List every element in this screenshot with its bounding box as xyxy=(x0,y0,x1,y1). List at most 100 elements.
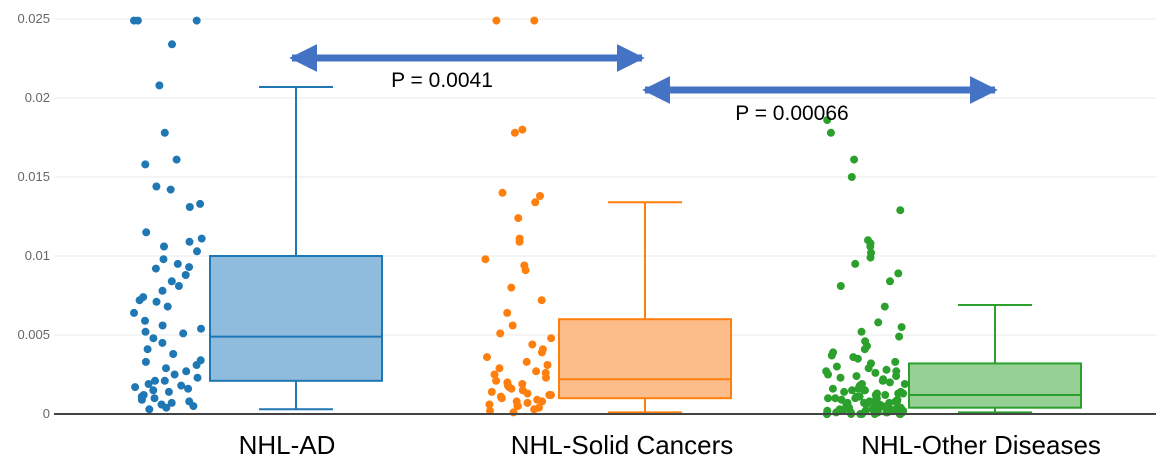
data-point xyxy=(523,389,532,398)
data-point xyxy=(891,397,900,406)
data-point xyxy=(495,364,504,373)
data-point xyxy=(137,395,146,404)
data-point xyxy=(142,228,151,237)
data-point xyxy=(538,397,547,406)
p-value-label: P = 0.0041 xyxy=(391,69,493,92)
box-2 xyxy=(558,201,732,414)
data-point xyxy=(523,398,532,407)
data-point xyxy=(828,384,837,393)
data-point xyxy=(158,286,167,295)
data-point xyxy=(168,40,176,49)
data-point xyxy=(842,400,851,409)
data-point xyxy=(197,234,206,243)
data-point xyxy=(521,266,530,275)
data-point xyxy=(181,271,190,279)
data-point xyxy=(143,345,152,354)
data-point xyxy=(158,338,167,347)
data-point xyxy=(144,380,153,388)
data-point xyxy=(498,188,507,197)
data-point xyxy=(547,334,556,343)
data-point xyxy=(541,368,550,377)
data-point xyxy=(141,327,150,336)
data-point xyxy=(192,16,201,25)
data-point xyxy=(851,259,860,268)
data-point xyxy=(151,264,160,273)
data-point xyxy=(860,386,869,395)
iqr-box xyxy=(908,362,1082,409)
data-point xyxy=(881,391,890,399)
data-point xyxy=(135,296,144,305)
y-tick-label: 0.015 xyxy=(17,169,50,184)
data-point xyxy=(547,391,555,399)
data-point xyxy=(864,364,873,373)
data-point xyxy=(530,16,539,25)
iqr-box xyxy=(209,255,383,382)
data-point xyxy=(895,332,904,341)
data-point xyxy=(185,203,194,211)
y-tick-label: 0.01 xyxy=(25,248,50,263)
data-point xyxy=(162,403,171,412)
y-tick-label: 0.025 xyxy=(17,11,50,26)
data-point xyxy=(892,367,901,376)
data-point xyxy=(894,389,903,398)
data-point xyxy=(513,402,522,411)
data-point xyxy=(162,364,170,373)
data-point xyxy=(490,370,499,379)
data-point xyxy=(193,373,202,382)
data-point xyxy=(485,400,494,409)
data-point xyxy=(158,321,167,330)
data-point xyxy=(880,302,889,311)
data-point xyxy=(537,296,546,305)
data-point xyxy=(836,373,845,382)
data-point xyxy=(164,387,173,396)
data-point xyxy=(503,308,512,317)
significance-annotations: P = 0.0041 P = 0.00066 xyxy=(289,44,998,125)
data-point xyxy=(532,367,541,376)
data-point xyxy=(150,394,159,403)
data-point xyxy=(166,185,175,194)
data-point xyxy=(865,397,874,406)
data-point xyxy=(851,394,860,403)
data-point xyxy=(177,381,186,390)
data-point xyxy=(149,386,158,395)
box-1 xyxy=(209,85,383,411)
data-point xyxy=(182,367,191,376)
category-label: NHL-Other Diseases xyxy=(861,430,1101,460)
data-point xyxy=(141,316,149,325)
data-point xyxy=(831,394,840,403)
data-point xyxy=(900,380,909,388)
category-labels: NHL-AD NHL-Solid Cancers NHL-Other Disease… xyxy=(239,430,1101,460)
data-point xyxy=(514,214,523,223)
data-point xyxy=(508,321,517,330)
data-point xyxy=(149,334,158,343)
data-point xyxy=(882,365,891,374)
data-point xyxy=(826,128,835,137)
data-point xyxy=(483,353,491,362)
data-point xyxy=(824,370,832,379)
data-point xyxy=(160,242,168,251)
data-point xyxy=(530,405,539,414)
data-point xyxy=(172,155,181,164)
data-point xyxy=(515,237,524,246)
data-point xyxy=(192,361,201,369)
data-point xyxy=(173,259,182,268)
data-point xyxy=(536,192,544,200)
data-point xyxy=(852,372,861,381)
data-point xyxy=(152,182,161,191)
y-tick-label: 0.02 xyxy=(25,90,50,105)
data-point xyxy=(492,16,501,25)
data-point xyxy=(163,302,172,311)
data-point xyxy=(486,406,494,415)
data-point xyxy=(840,387,849,396)
data-point xyxy=(522,357,531,366)
data-point xyxy=(832,362,841,371)
data-point xyxy=(141,160,150,169)
data-point xyxy=(487,387,496,396)
data-point xyxy=(145,405,154,414)
data-point xyxy=(155,81,164,90)
data-point xyxy=(189,402,198,411)
data-point xyxy=(894,269,903,278)
data-point xyxy=(160,376,169,385)
data-point xyxy=(885,378,894,387)
